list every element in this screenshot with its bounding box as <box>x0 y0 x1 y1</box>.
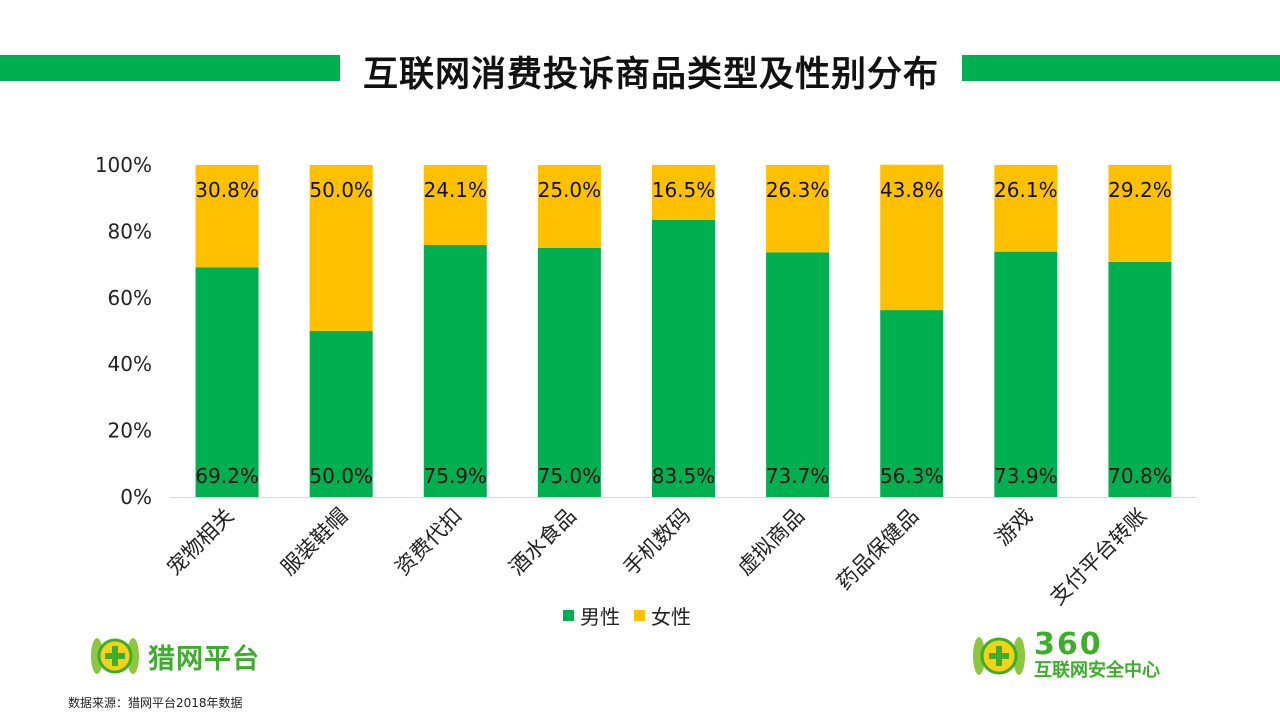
title-bar-left <box>0 55 340 81</box>
data-label-male: 75.0% <box>538 464 602 488</box>
data-label-male: 83.5% <box>652 464 716 488</box>
bar-segment-female <box>766 165 830 253</box>
y-tick-label: 40% <box>108 352 152 376</box>
x-category-label: 虚拟商品 <box>733 504 809 580</box>
data-label-male: 73.7% <box>766 464 830 488</box>
x-category-label: 资费代扣 <box>390 504 466 580</box>
bar-segment-female <box>994 165 1058 252</box>
x-category-label: 服装鞋帽 <box>276 504 352 580</box>
bar-segment-male <box>1108 261 1172 497</box>
legend-item-female: 女性 <box>634 601 691 630</box>
legend: 男性 女性 <box>563 601 705 630</box>
laurel-plus-icon <box>973 637 1025 675</box>
data-label-female: 26.3% <box>766 178 830 202</box>
y-tick-label: 100% <box>95 153 152 177</box>
bar-segment-male <box>423 245 487 497</box>
360-logo-number: 360 <box>1034 627 1103 662</box>
data-label-female: 29.2% <box>1108 178 1172 202</box>
data-label-male: 73.9% <box>994 464 1058 488</box>
bar-segment-male <box>195 267 259 497</box>
y-tick-label: 0% <box>120 485 152 509</box>
bar-segment-female <box>537 165 601 248</box>
data-label-male: 50.0% <box>309 464 373 488</box>
data-label-male: 75.9% <box>424 464 488 488</box>
data-label-male: 56.3% <box>880 464 944 488</box>
x-category-label: 手机数码 <box>619 504 695 580</box>
x-category-label: 宠物相关 <box>162 504 238 580</box>
liewang-logo-text: 猎网平台 <box>148 643 260 675</box>
bar-segment-female <box>309 165 373 331</box>
legend-item-male: 男性 <box>563 601 620 630</box>
data-label-male: 70.8% <box>1108 464 1172 488</box>
bar-segment-male <box>880 310 944 497</box>
legend-swatch-female <box>634 609 645 621</box>
legend-label-female: 女性 <box>651 604 691 629</box>
360-logo: 360 互联网安全中心 <box>970 630 1160 682</box>
360-logo-org: 互联网安全中心 <box>1034 660 1160 681</box>
bar-segment-female <box>195 165 259 268</box>
data-label-female: 24.1% <box>424 178 488 202</box>
laurel-plus-icon <box>91 638 139 674</box>
legend-label-male: 男性 <box>580 604 620 629</box>
bar-segment-male <box>766 252 830 497</box>
data-label-male: 69.2% <box>195 464 259 488</box>
bar-segment-male <box>309 331 373 497</box>
data-label-female: 30.8% <box>195 178 259 202</box>
bar-segment-male <box>994 251 1058 497</box>
bar-segment-male <box>537 248 601 497</box>
x-category-label: 药品保健品 <box>832 504 923 595</box>
bar-segment-male <box>652 219 715 497</box>
bar-segment-female <box>652 165 715 220</box>
x-category-label: 酒水食品 <box>505 504 581 580</box>
bar-segment-female <box>423 165 487 246</box>
y-tick-label: 60% <box>108 286 152 310</box>
y-tick-label: 20% <box>108 419 152 443</box>
liewang-logo: 猎网平台 <box>88 632 260 680</box>
data-label-female: 16.5% <box>652 178 716 202</box>
bar-segment-female <box>880 164 944 311</box>
title-bar-right <box>962 55 1280 81</box>
data-label-female: 50.0% <box>309 178 373 202</box>
data-label-female: 26.1% <box>994 178 1058 202</box>
bar-segment-female <box>1108 165 1172 262</box>
x-category-label: 游戏 <box>991 504 1038 551</box>
data-source-note: 数据来源：猎网平台2018年数据 <box>68 696 243 710</box>
data-label-female: 25.0% <box>538 178 602 202</box>
y-tick-label: 80% <box>108 219 152 243</box>
chart-title: 互联网消费投诉商品类型及性别分布 <box>362 54 939 95</box>
x-category-label: 支付平台转账 <box>1045 504 1151 610</box>
legend-swatch-male <box>563 609 574 621</box>
data-label-female: 43.8% <box>880 178 944 202</box>
